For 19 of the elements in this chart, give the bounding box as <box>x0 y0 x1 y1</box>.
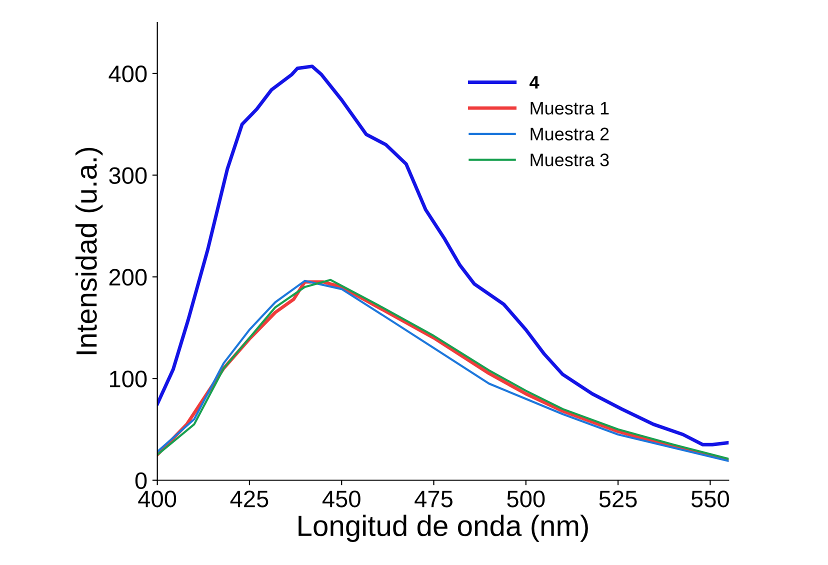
x-tick-label: 500 <box>507 490 545 508</box>
y-tick-label: 0 <box>135 472 147 490</box>
y-tick-label: 200 <box>109 268 147 286</box>
y-tick-label: 400 <box>108 66 147 82</box>
legend-label: Muestra 2 <box>530 128 609 140</box>
y-tick-label: 300 <box>109 167 147 184</box>
x-tick-label: 425 <box>230 490 268 508</box>
x-tick-label: 450 <box>322 490 360 508</box>
legend-label: 4 <box>530 76 540 89</box>
x-tick-label: 550 <box>691 490 729 508</box>
x-tick-label: 525 <box>599 490 637 508</box>
y-tick-label: 100 <box>110 370 147 388</box>
line-series <box>157 64 729 446</box>
x-tick-label: 400 <box>138 490 176 508</box>
y-axis-title: Intensidad (u.a.) <box>75 148 103 354</box>
legend-label: Muestra 1 <box>530 102 609 115</box>
x-tick-label: 475 <box>414 490 452 508</box>
x-axis-title: Longitud de onda (nm) <box>298 514 588 542</box>
legend-label: Muestra 3 <box>530 154 609 166</box>
